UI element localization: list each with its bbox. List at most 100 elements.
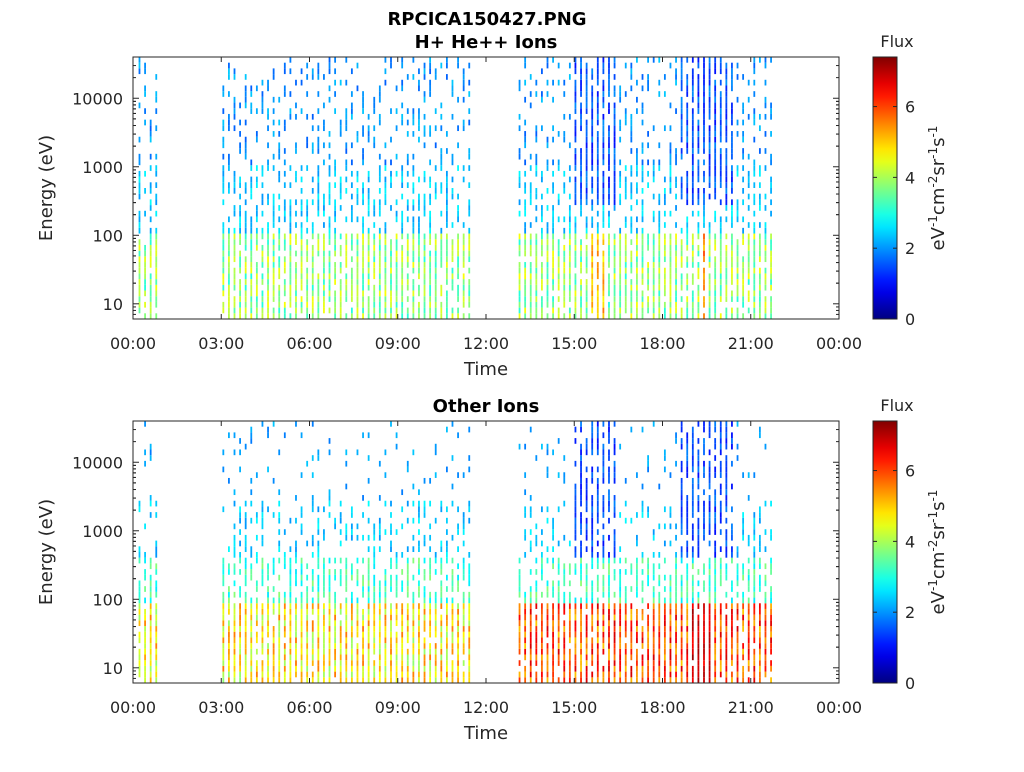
flux-cell xyxy=(714,165,716,171)
flux-cell xyxy=(642,569,644,575)
flux-cell xyxy=(284,160,286,166)
flux-cell xyxy=(535,603,537,609)
flux-cell xyxy=(653,569,655,575)
flux-cell xyxy=(658,649,660,655)
flux-cell xyxy=(362,558,364,564)
flux-cell xyxy=(429,291,431,297)
flux-cell xyxy=(575,512,577,518)
flux-cell xyxy=(602,524,604,530)
flux-cell xyxy=(239,552,241,558)
flux-cell xyxy=(345,80,347,86)
flux-cell xyxy=(681,643,683,649)
flux-cell xyxy=(614,546,616,552)
flux-cell xyxy=(373,313,375,319)
flux-cell xyxy=(753,80,755,86)
flux-cell xyxy=(681,285,683,291)
flux-cell xyxy=(155,655,157,661)
flux-cell xyxy=(563,672,565,678)
flux-cell xyxy=(580,626,582,632)
flux-cell xyxy=(150,643,152,649)
flux-cell xyxy=(301,239,303,245)
flux-cell xyxy=(345,296,347,302)
flux-cell xyxy=(267,308,269,314)
flux-cell xyxy=(619,308,621,314)
flux-cell xyxy=(647,649,649,655)
flux-cell xyxy=(418,655,420,661)
flux-cell xyxy=(312,74,314,80)
flux-cell xyxy=(357,256,359,262)
flux-cell xyxy=(239,296,241,302)
flux-cell xyxy=(239,120,241,126)
flux-cell xyxy=(468,296,470,302)
flux-cell xyxy=(245,660,247,666)
flux-cell xyxy=(323,529,325,535)
flux-cell xyxy=(334,569,336,575)
flux-cell xyxy=(362,279,364,285)
flux-cell xyxy=(440,501,442,507)
flux-cell xyxy=(602,546,604,552)
flux-cell xyxy=(446,239,448,245)
flux-cell xyxy=(670,615,672,621)
flux-cell xyxy=(256,279,258,285)
flux-cell xyxy=(597,291,599,297)
flux-cell xyxy=(234,279,236,285)
flux-cell xyxy=(681,103,683,109)
flux-cell xyxy=(619,575,621,581)
flux-cell xyxy=(424,512,426,518)
flux-cell xyxy=(429,211,431,217)
flux-cell xyxy=(591,142,593,148)
flux-cell xyxy=(580,313,582,319)
flux-cell xyxy=(653,125,655,131)
flux-cell xyxy=(407,216,409,222)
flux-cell xyxy=(440,603,442,609)
flux-cell xyxy=(222,449,224,455)
flux-cell xyxy=(698,637,700,643)
flux-cell xyxy=(345,114,347,120)
flux-cell xyxy=(563,677,565,683)
flux-cell xyxy=(289,245,291,251)
flux-cell xyxy=(742,103,744,109)
flux-cell xyxy=(429,68,431,74)
flux-cell xyxy=(524,620,526,626)
colorbar-tick-label: 4 xyxy=(905,168,915,187)
flux-cell xyxy=(301,256,303,262)
flux-cell xyxy=(759,234,761,240)
flux-cell xyxy=(753,63,755,69)
flux-cell xyxy=(139,57,141,63)
flux-cell xyxy=(396,245,398,251)
flux-cell xyxy=(597,313,599,319)
flux-cell xyxy=(418,108,420,114)
flux-cell xyxy=(686,506,688,512)
flux-cell xyxy=(278,609,280,615)
flux-cell xyxy=(155,194,157,200)
flux-cell xyxy=(284,285,286,291)
flux-cell xyxy=(373,302,375,308)
flux-cell xyxy=(614,506,616,512)
flux-cell xyxy=(429,535,431,541)
flux-cell xyxy=(670,154,672,160)
flux-cell xyxy=(463,313,465,319)
flux-cell xyxy=(412,239,414,245)
flux-cell xyxy=(552,251,554,257)
flux-cell xyxy=(312,188,314,194)
flux-cell xyxy=(267,506,269,512)
flux-cell xyxy=(424,256,426,262)
flux-cell xyxy=(362,103,364,109)
flux-cell xyxy=(435,558,437,564)
flux-cell xyxy=(698,308,700,314)
flux-cell xyxy=(239,438,241,444)
flux-cell xyxy=(541,677,543,683)
flux-cell xyxy=(591,108,593,114)
flux-cell xyxy=(519,313,521,319)
flux-cell xyxy=(345,57,347,63)
flux-cell xyxy=(306,637,308,643)
flux-cell xyxy=(709,97,711,103)
flux-cell xyxy=(636,245,638,251)
flux-cell xyxy=(317,529,319,535)
flux-cell xyxy=(250,563,252,569)
flux-cell xyxy=(636,575,638,581)
flux-cell xyxy=(586,177,588,183)
flux-cell xyxy=(446,672,448,678)
flux-cell xyxy=(440,165,442,171)
flux-cell xyxy=(273,313,275,319)
